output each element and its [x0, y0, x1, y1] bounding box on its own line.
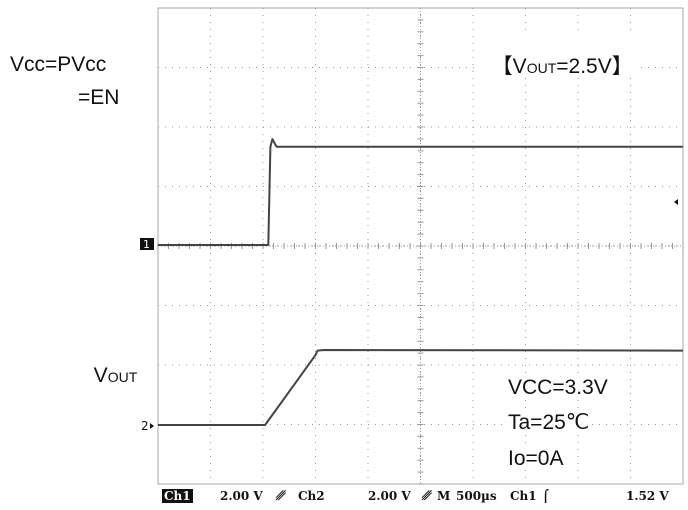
plot-title: 【VOUT=2.5V】: [478, 35, 635, 77]
vcc-label-line1: Vcc=PVcc: [10, 53, 107, 76]
ch1-marker: 1: [143, 238, 150, 251]
condition-io: Io=0A: [508, 447, 564, 470]
channel-markers: 1 2: [140, 199, 678, 433]
trace-vcc: [158, 138, 683, 246]
plot-title-tail: =2.5V】: [556, 55, 633, 78]
status-ch1-tag: Ch1: [162, 489, 193, 503]
trace-vout: [158, 349, 684, 426]
status-bar: Ch1 2.00 V ␥ Ch2 2.00 V ␥ M 500µs Ch1 ⌠ …: [158, 487, 683, 505]
traces: [158, 138, 684, 426]
status-ch2-scale: 2.00 V: [368, 489, 411, 503]
plot-title-sub: OUT: [526, 60, 557, 76]
status-trig-source: Ch1: [510, 489, 537, 503]
condition-ta: Ta=25℃: [508, 411, 590, 434]
vout-label-main: V: [93, 364, 108, 387]
ch1-marker-box: [140, 238, 154, 250]
trigger-level-marker: [674, 199, 678, 205]
plot-title-main: 【V: [491, 55, 527, 78]
status-ch2-bw-icon: ␥: [422, 488, 432, 503]
vcc-label-line2: =EN: [78, 86, 120, 109]
status-ch1-bw-icon: ␥: [276, 488, 286, 503]
ch2-marker: 2: [141, 419, 149, 433]
status-time-scale: 500µs: [456, 489, 497, 503]
ch2-marker-arrow: [150, 423, 154, 429]
status-m-tag: M: [437, 489, 451, 503]
status-trig-level: 1.52 V: [626, 489, 669, 503]
status-trig-slope-icon: ⌠: [542, 489, 549, 503]
status-ch1-scale: 2.00 V: [220, 489, 263, 503]
vout-label: VOUT: [82, 344, 138, 387]
vout-label-sub: OUT: [107, 369, 138, 385]
condition-vcc: VCC=3.3V: [508, 376, 608, 399]
status-ch2-tag: Ch2: [298, 489, 325, 503]
